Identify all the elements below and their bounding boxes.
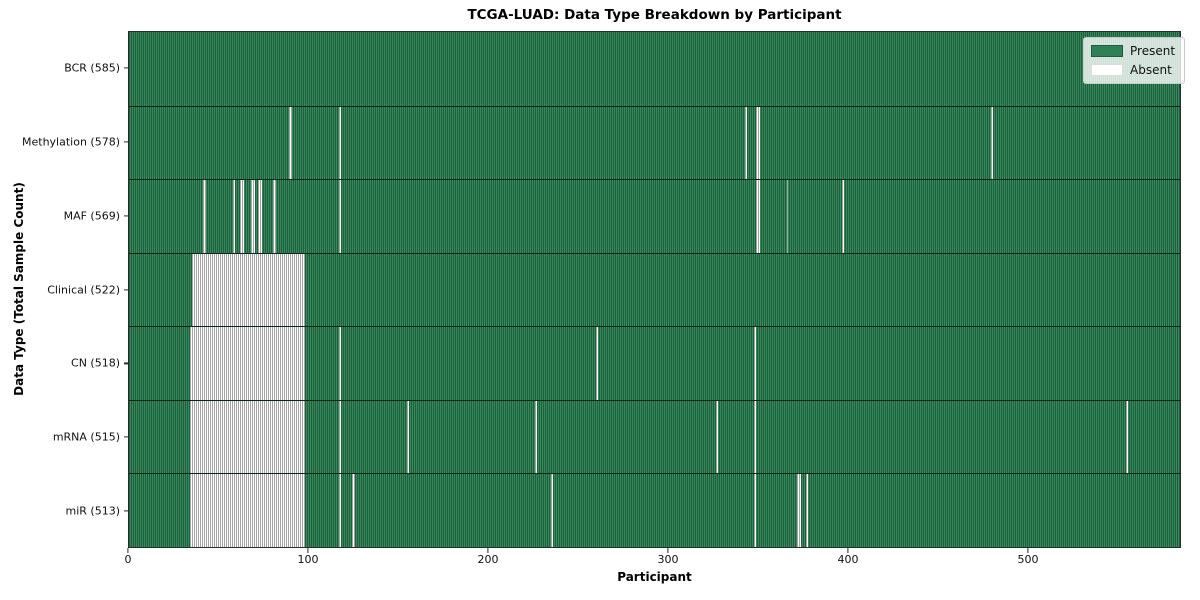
absent-stripe — [754, 327, 756, 400]
heatmap-row-cn — [129, 326, 1180, 400]
x-axis-label: Participant — [617, 570, 692, 584]
absent-stripe — [786, 180, 789, 253]
x-tick-mark — [307, 548, 309, 553]
absent-stripe — [551, 474, 553, 547]
absent-stripe — [272, 180, 277, 253]
absent-swatch-icon — [1091, 64, 1123, 76]
absent-stripe — [251, 180, 255, 253]
absent-stripe — [1126, 400, 1128, 474]
heatmap-row-mir — [129, 473, 1180, 547]
absent-stripe — [288, 106, 293, 180]
absent-stripe — [339, 400, 341, 474]
y-tick-mark — [124, 510, 128, 512]
x-tick-label-500: 500 — [1017, 553, 1039, 566]
y-tick-mark — [124, 436, 128, 438]
y-tick-mark — [124, 67, 128, 69]
y-tick-mark — [124, 141, 128, 143]
absent-stripe — [190, 327, 306, 400]
x-tick-label-0: 0 — [124, 553, 132, 566]
y-tick-marks — [124, 31, 128, 548]
absent-stripe — [339, 106, 341, 180]
absent-stripe — [754, 400, 756, 474]
x-tick-label-100: 100 — [297, 553, 319, 566]
heatmap-row-methylation — [129, 105, 1180, 180]
y-tick-label-methylation: Methylation (578) — [22, 135, 120, 149]
absent-stripe — [202, 180, 207, 253]
heatmap-row-maf — [129, 179, 1180, 253]
heatmap-row-clinical — [129, 252, 1180, 327]
legend-present-label: Present — [1130, 44, 1176, 58]
absent-stripe — [716, 400, 719, 474]
x-tick-label-300: 300 — [657, 553, 679, 566]
absent-stripe — [535, 400, 537, 474]
x-tick-labels: 0 100 200 300 400 500 — [124, 553, 1181, 567]
x-tick-label-400: 400 — [837, 553, 859, 566]
y-tick-mark — [124, 362, 128, 364]
absent-stripe — [745, 106, 747, 180]
absent-stripe — [339, 180, 341, 253]
heatmap-row-bcr — [129, 32, 1180, 106]
legend: Present Absent — [1083, 37, 1186, 84]
x-tick-label-200: 200 — [477, 553, 499, 566]
absent-stripe — [991, 106, 994, 180]
y-tick-label-maf: MAF (569) — [63, 209, 120, 223]
absent-stripe — [754, 474, 756, 547]
heatmap-row-mrna — [129, 399, 1180, 474]
absent-stripe — [240, 180, 244, 253]
absent-stripe — [191, 253, 306, 327]
absent-stripe — [339, 327, 341, 400]
y-tick-mark — [124, 215, 128, 217]
absent-stripe — [233, 180, 235, 253]
x-tick-marks — [127, 548, 1181, 553]
absent-stripe — [339, 474, 341, 547]
y-tick-label-clinical: Clinical (522) — [47, 283, 120, 296]
y-tick-label-mrna: mRNA (515) — [52, 430, 120, 444]
y-tick-label-bcr: BCR (585) — [64, 61, 120, 75]
y-tick-label-mir: miR (513) — [65, 504, 121, 518]
absent-stripe — [596, 327, 598, 400]
x-tick-mark — [667, 548, 669, 553]
absent-stripe — [407, 400, 410, 474]
y-tick-label-cn: CN (518) — [71, 356, 120, 370]
legend-absent-label: Absent — [1130, 63, 1172, 77]
legend-entry-present: Present — [1091, 44, 1175, 58]
present-swatch-icon — [1091, 45, 1123, 57]
y-tick-mark — [124, 288, 128, 291]
absent-stripe — [190, 400, 306, 474]
absent-stripe — [190, 474, 306, 547]
x-tick-mark — [487, 548, 489, 553]
absent-stripe — [756, 106, 760, 180]
absent-stripe — [797, 474, 801, 547]
y-tick-labels: BCR (585) Methylation (578) MAF (569) Clini… — [0, 31, 120, 548]
plot-area — [128, 31, 1181, 548]
absent-stripe — [806, 474, 809, 547]
absent-stripe — [842, 180, 845, 253]
x-tick-mark — [127, 548, 129, 553]
absent-stripe — [351, 474, 356, 547]
absent-stripe — [756, 180, 760, 253]
chart-title: TCGA-LUAD: Data Type Breakdown by Partic… — [467, 7, 842, 23]
x-tick-mark — [1027, 548, 1029, 553]
x-tick-mark — [847, 548, 849, 553]
legend-entry-absent: Absent — [1091, 63, 1175, 77]
absent-stripe — [258, 180, 262, 253]
